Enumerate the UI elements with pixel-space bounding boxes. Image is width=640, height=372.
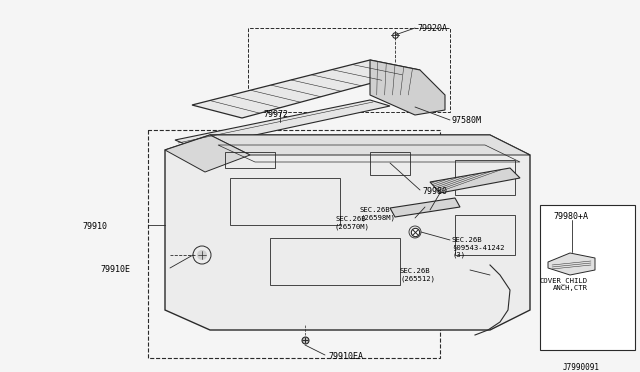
Circle shape (197, 250, 207, 260)
Polygon shape (165, 135, 530, 330)
Polygon shape (548, 253, 595, 275)
Text: 79980: 79980 (422, 187, 447, 196)
Polygon shape (192, 60, 420, 118)
Polygon shape (430, 168, 520, 193)
Text: J7990091: J7990091 (563, 363, 600, 372)
Text: 97580M: 97580M (452, 116, 482, 125)
Polygon shape (390, 198, 460, 217)
Polygon shape (370, 60, 445, 115)
Polygon shape (175, 100, 390, 148)
Text: 79910: 79910 (82, 222, 107, 231)
Text: 79910E: 79910E (100, 265, 130, 274)
Text: 79920A: 79920A (417, 24, 447, 33)
Text: SEC.26B
(26598M): SEC.26B (26598M) (360, 207, 395, 221)
Polygon shape (210, 135, 530, 155)
Text: COVER_CHILD
ANCH,CTR: COVER_CHILD ANCH,CTR (540, 277, 588, 291)
Text: 79980+A: 79980+A (553, 212, 588, 221)
Polygon shape (165, 135, 250, 172)
Bar (540, 205, 635, 350)
Text: SEC.26B
(26570M): SEC.26B (26570M) (335, 216, 370, 230)
Text: SEC.26B
(265512): SEC.26B (265512) (400, 268, 435, 282)
Text: 79972: 79972 (263, 110, 288, 119)
Text: SEC.26B
§09543-41242
(3): SEC.26B §09543-41242 (3) (452, 237, 504, 259)
Text: 79910EA: 79910EA (328, 352, 363, 361)
